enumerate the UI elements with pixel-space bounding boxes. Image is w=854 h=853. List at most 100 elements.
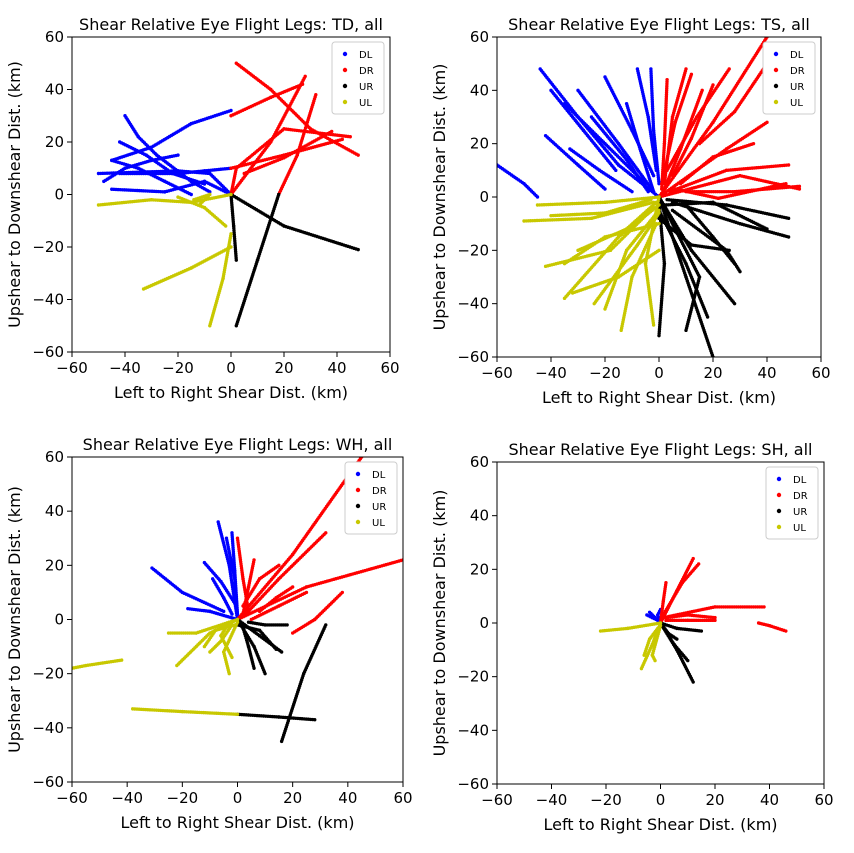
series-UR	[657, 195, 791, 357]
data-point	[197, 203, 201, 207]
x-tick-label: −20	[589, 364, 621, 382]
data-point	[684, 67, 688, 71]
data-point	[274, 647, 278, 651]
y-tick-label: −60	[457, 348, 489, 366]
x-tick-label: −40	[111, 789, 143, 807]
data-point	[208, 190, 212, 194]
data-point	[348, 135, 352, 139]
legend-marker	[773, 67, 779, 73]
data-point	[252, 666, 256, 670]
data-point	[324, 531, 328, 535]
data-point	[314, 93, 318, 97]
data-point	[786, 235, 791, 239]
data-point	[340, 590, 345, 595]
data-point	[549, 213, 553, 218]
legend-label: DL	[359, 50, 373, 61]
y-tick-label: 40	[45, 81, 64, 99]
x-tick-label: −60	[56, 789, 88, 807]
data-point	[110, 187, 114, 191]
data-point	[646, 189, 650, 194]
y-tick-label: −40	[32, 291, 64, 309]
data-points	[497, 37, 802, 357]
data-point	[651, 323, 656, 327]
x-tick-label: −40	[109, 359, 141, 377]
data-point	[535, 195, 540, 199]
x-tick-label: 20	[274, 359, 293, 377]
data-point	[786, 163, 791, 167]
y-tick-label: −20	[32, 665, 64, 683]
data-point	[732, 301, 737, 306]
data-point	[330, 129, 334, 134]
series-UR	[235, 617, 328, 744]
data-point	[166, 631, 171, 635]
x-tick-label: 0	[226, 359, 236, 377]
x-tick-label: 0	[233, 789, 243, 807]
series-DR	[235, 457, 403, 635]
data-point	[797, 187, 802, 191]
data-point	[765, 120, 769, 125]
y-tick-label: 20	[45, 133, 64, 151]
y-axis-label: Upshear to Downshear Dist. (km)	[430, 64, 449, 331]
series-DL	[497, 67, 661, 199]
data-points	[72, 457, 403, 744]
legend-marker	[342, 83, 348, 89]
data-point	[727, 67, 731, 71]
data-point	[562, 296, 567, 301]
legend-label: DR	[359, 66, 374, 77]
data-point	[603, 307, 607, 311]
data-point	[189, 192, 193, 197]
data-point	[290, 585, 295, 589]
data-point	[96, 203, 101, 207]
series-DR	[229, 61, 360, 197]
data-point	[234, 258, 238, 262]
legend-label: UL	[790, 98, 803, 109]
data-point	[786, 216, 791, 221]
x-tick-label: 60	[380, 359, 399, 377]
data-point	[216, 520, 220, 524]
data-point	[277, 563, 281, 568]
series-UR	[229, 192, 360, 328]
data-point	[176, 153, 180, 157]
y-tick-label: 0	[479, 188, 489, 206]
data-point	[651, 189, 656, 194]
y-tick-label: −60	[32, 343, 64, 361]
y-tick-label: 0	[54, 186, 64, 204]
series-DR	[657, 37, 802, 201]
data-point	[252, 558, 256, 562]
y-tick-label: −60	[32, 773, 64, 791]
x-tick-label: 0	[654, 364, 664, 382]
x-tick-label: 40	[757, 364, 776, 382]
legend-label: DR	[790, 66, 805, 77]
data-point	[684, 328, 688, 333]
data-point	[784, 181, 788, 186]
legend-marker	[342, 99, 348, 105]
legend-marker	[773, 99, 779, 105]
x-axis-label: Left to Right Shear Dist. (km)	[114, 383, 348, 402]
y-tick-label: −40	[457, 295, 489, 313]
data-points	[96, 61, 360, 328]
data-point	[603, 187, 607, 191]
x-tick-label: 40	[327, 359, 346, 377]
y-tick-label: −20	[32, 238, 64, 256]
chart-title: Shear Relative Eye Flight Legs: WH, all	[83, 435, 393, 454]
legend-label: UL	[359, 98, 372, 109]
data-point	[141, 287, 146, 291]
legend-box	[331, 41, 385, 115]
series-UL	[522, 195, 661, 333]
legend-marker	[342, 51, 348, 57]
x-tick-label: −20	[167, 789, 199, 807]
x-axis-label: Left to Right Shear Dist. (km)	[542, 388, 776, 407]
legend-marker	[342, 67, 348, 73]
legend-label: DL	[790, 50, 804, 61]
data-point	[797, 184, 802, 189]
data-point	[230, 612, 234, 616]
data-point	[300, 82, 305, 86]
legend-marker	[773, 51, 779, 57]
data-point	[96, 171, 101, 176]
data-point	[356, 153, 360, 157]
data-point	[186, 606, 190, 611]
y-tick-label: 60	[45, 28, 64, 46]
